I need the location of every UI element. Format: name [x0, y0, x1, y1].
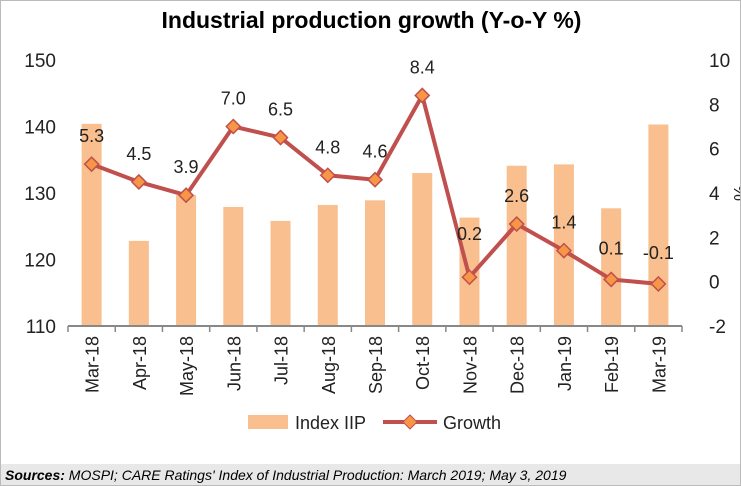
bar-Feb-19 [601, 208, 622, 326]
growth-data-label: 7.0 [221, 89, 246, 109]
x-axis-tick-label: Dec-18 [508, 336, 528, 394]
bar-May-18 [176, 194, 197, 326]
growth-marker-Sep-18 [366, 171, 384, 188]
growth-marker-Aug-18 [319, 167, 336, 184]
growth-marker-Dec-18 [508, 215, 525, 233]
bar-Jul-18 [270, 220, 291, 326]
x-axis-tick-label: Oct-18 [413, 336, 433, 390]
growth-marker-Jul-18 [272, 129, 289, 146]
right-axis-label: % [730, 185, 741, 201]
growth-data-label: 3.9 [174, 157, 199, 177]
growth-marker-Jun-18 [225, 118, 242, 135]
left-axis-tick: 110 [26, 317, 56, 338]
right-axis-tick: 0 [709, 273, 720, 294]
x-axis-tick-label: Nov-18 [460, 336, 480, 394]
x-axis-tick-label: May-18 [177, 336, 197, 396]
chart-title: Industrial production growth (Y-o-Y %) [161, 7, 582, 33]
growth-marker-Feb-19 [603, 271, 620, 288]
x-axis-tick-label: Jul-18 [272, 336, 292, 385]
left-axis-tick: 150 [24, 51, 56, 72]
x-axis-tick-label: Mar-19 [649, 336, 669, 393]
legend-swatch-growth-marker [402, 414, 418, 430]
right-axis-tick: 4 [709, 184, 720, 205]
growth-data-label: 4.8 [315, 137, 340, 157]
bar-Mar-18 [81, 123, 102, 326]
right-axis-tick: 8 [709, 95, 720, 116]
growth-marker-Oct-18 [414, 87, 431, 104]
growth-data-label: 0.2 [457, 224, 482, 244]
bar-Sep-18 [365, 200, 385, 326]
right-axis-tick: 10 [709, 51, 730, 72]
growth-data-label: 4.5 [126, 144, 151, 164]
legend-swatch-index-iip [248, 415, 288, 429]
bar-Mar-19 [648, 124, 669, 326]
source-text: MOSPI; CARE Ratings' Index of Industrial… [64, 467, 567, 483]
bar-Jun-18 [223, 206, 244, 326]
x-axis-tick-label: Mar-18 [83, 336, 103, 393]
left-axis-tick: 140 [24, 118, 56, 139]
source-note: Sources: MOSPI; CARE Ratings' Index of I… [1, 464, 740, 485]
bar-Apr-18 [128, 240, 149, 326]
growth-marker-Jan-19 [555, 242, 572, 259]
bar-Aug-18 [317, 204, 338, 326]
growth-data-label: 5.3 [79, 126, 104, 146]
legend-label-growth: Growth [443, 413, 501, 433]
growth-data-label: 1.4 [551, 213, 576, 233]
right-axis-tick: 6 [709, 140, 720, 161]
x-axis-tick-label: Feb-19 [602, 336, 622, 393]
source-label: Sources: [5, 467, 65, 483]
chart-svg: 110 120 130 140 150 -2 0 2 4 6 8 10% Mar-18 Apr-18 May… [24, 51, 741, 433]
growth-data-label: 0.1 [599, 238, 624, 258]
left-axis-tick: 130 [24, 184, 56, 205]
left-axis-tick: 120 [24, 251, 56, 272]
x-axis-tick-label: Aug-18 [319, 336, 339, 394]
bar-Dec-18 [506, 165, 527, 326]
x-axis-tick-label: Sep-18 [366, 336, 386, 394]
growth-data-label: 6.5 [268, 100, 293, 120]
bar-Oct-18 [412, 173, 433, 326]
growth-data-label: 4.6 [362, 142, 387, 162]
growth-marker-Mar-18 [83, 156, 100, 173]
growth-data-label: 2.6 [504, 186, 529, 206]
growth-marker-Apr-18 [130, 173, 147, 190]
right-axis-tick: -2 [709, 317, 726, 338]
growth-data-label: -0.1 [643, 243, 674, 263]
x-axis-tick-label: Apr-18 [130, 336, 150, 390]
growth-marker-May-18 [178, 187, 195, 204]
growth-marker-Nov-18 [461, 269, 478, 286]
growth-marker-Mar-19 [650, 275, 667, 292]
x-axis-tick-label: Jan-19 [555, 336, 575, 391]
right-axis-tick: 2 [709, 228, 720, 249]
x-axis-tick-label: Jun-18 [224, 336, 244, 391]
legend-label-index-iip: Index IIP [295, 413, 366, 433]
growth-data-label: 8.4 [410, 57, 435, 77]
